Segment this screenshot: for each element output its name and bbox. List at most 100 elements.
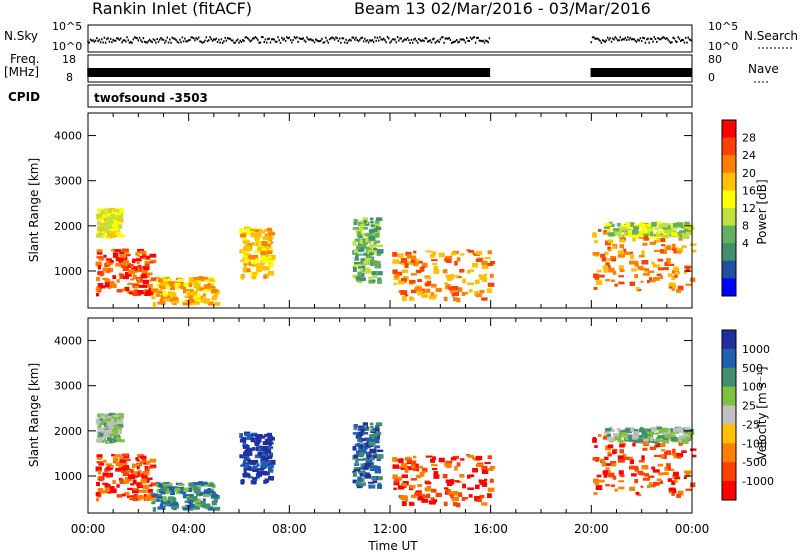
power-cell	[182, 289, 190, 294]
power-cell	[144, 289, 148, 292]
colorbar-tick-label: 25	[742, 400, 756, 413]
velocity-cell	[691, 454, 697, 458]
velocity-cell	[105, 469, 111, 472]
power-cell	[353, 219, 358, 223]
power-cell	[195, 283, 201, 288]
power-cell	[374, 240, 381, 244]
velocity-cell	[405, 456, 412, 461]
velocity-cell	[362, 438, 369, 442]
velocity-cell	[352, 432, 359, 435]
power-cell	[369, 252, 374, 256]
velocity-cell	[661, 427, 669, 433]
power-cell	[113, 218, 117, 222]
velocity-cell	[612, 475, 617, 480]
power-cell	[462, 278, 466, 284]
power-cell	[203, 284, 211, 289]
power-cell	[641, 229, 645, 233]
power-cell	[400, 258, 408, 263]
velocity-cell	[203, 489, 211, 494]
power-cell	[629, 260, 636, 265]
power-cell	[181, 300, 187, 304]
power-cell	[362, 217, 368, 223]
power-cell	[129, 264, 134, 267]
velocity-cell	[164, 484, 169, 488]
velocity-cell	[433, 474, 440, 479]
power-cell	[603, 268, 608, 273]
colorbar-segment	[722, 443, 736, 463]
velocity-cell	[670, 487, 676, 491]
velocity-cell	[134, 475, 139, 478]
velocity-cell	[667, 468, 675, 471]
velocity-cell	[452, 502, 458, 507]
velocity-cell	[258, 445, 262, 448]
power-cell	[619, 238, 625, 243]
velocity-cell	[159, 503, 164, 508]
velocity-cell	[430, 497, 435, 502]
power-cell	[652, 276, 660, 281]
power-cell	[152, 302, 157, 307]
power-cell	[376, 253, 382, 256]
velocity-cell	[246, 474, 251, 478]
velocity-cell	[104, 487, 110, 493]
power-cell	[108, 220, 113, 225]
velocity-cell	[460, 458, 465, 461]
power-cell	[609, 224, 615, 227]
velocity-cell	[641, 455, 645, 461]
power-cell	[371, 228, 378, 233]
power-cell	[425, 276, 432, 280]
power-cell	[392, 259, 400, 264]
velocity-cell	[354, 466, 361, 470]
power-cell	[211, 289, 218, 293]
power-cell	[372, 248, 378, 251]
velocity-cell	[150, 482, 158, 486]
power-cell	[360, 258, 367, 264]
velocity-cell	[592, 438, 597, 443]
velocity-cell	[106, 436, 112, 441]
velocity-cell	[161, 505, 166, 511]
velocity-cell	[363, 472, 370, 477]
velocity-cell	[663, 438, 669, 444]
power-cell	[475, 250, 483, 256]
power-cell	[476, 293, 482, 298]
velocity-cell	[112, 457, 119, 462]
velocity-cell	[466, 474, 471, 479]
velocity-cell	[607, 444, 614, 449]
power-cell	[244, 258, 249, 264]
power-cell	[619, 225, 627, 228]
velocity-cell	[397, 485, 405, 490]
velocity-cell	[410, 460, 417, 466]
power-cell	[149, 279, 153, 282]
power-cell	[201, 276, 208, 282]
power-cell	[397, 280, 405, 285]
power-cell	[265, 240, 271, 245]
velocity-cell	[95, 492, 100, 497]
velocity-cell	[128, 496, 134, 499]
power-cell	[422, 290, 427, 293]
nsearch-tick-bottom: 10^0	[708, 40, 738, 53]
velocity-cell	[641, 428, 647, 434]
power-cell	[603, 226, 610, 229]
velocity-cell	[432, 499, 438, 503]
velocity-cell	[647, 475, 655, 478]
velocity-cell	[446, 463, 452, 468]
power-cell	[95, 233, 103, 238]
velocity-cell	[146, 471, 150, 476]
velocity-cell	[260, 455, 266, 461]
velocity-cell	[432, 467, 438, 471]
velocity-cell	[414, 491, 422, 497]
velocity-cell	[119, 479, 125, 484]
velocity-ylabel: Slant Range [km]	[27, 363, 41, 467]
velocity-cell	[633, 438, 639, 444]
power-cell	[157, 301, 162, 305]
power-cell	[257, 246, 262, 251]
velocity-cell	[261, 435, 266, 439]
power-cell	[107, 209, 114, 212]
velocity-cell	[459, 473, 465, 478]
velocity-cell	[474, 496, 481, 501]
velocity-cell	[407, 466, 413, 471]
power-cell	[651, 234, 658, 237]
velocity-cell	[669, 434, 676, 439]
power-cell	[148, 261, 155, 264]
power-cell	[374, 263, 382, 269]
velocity-cell	[193, 505, 200, 510]
